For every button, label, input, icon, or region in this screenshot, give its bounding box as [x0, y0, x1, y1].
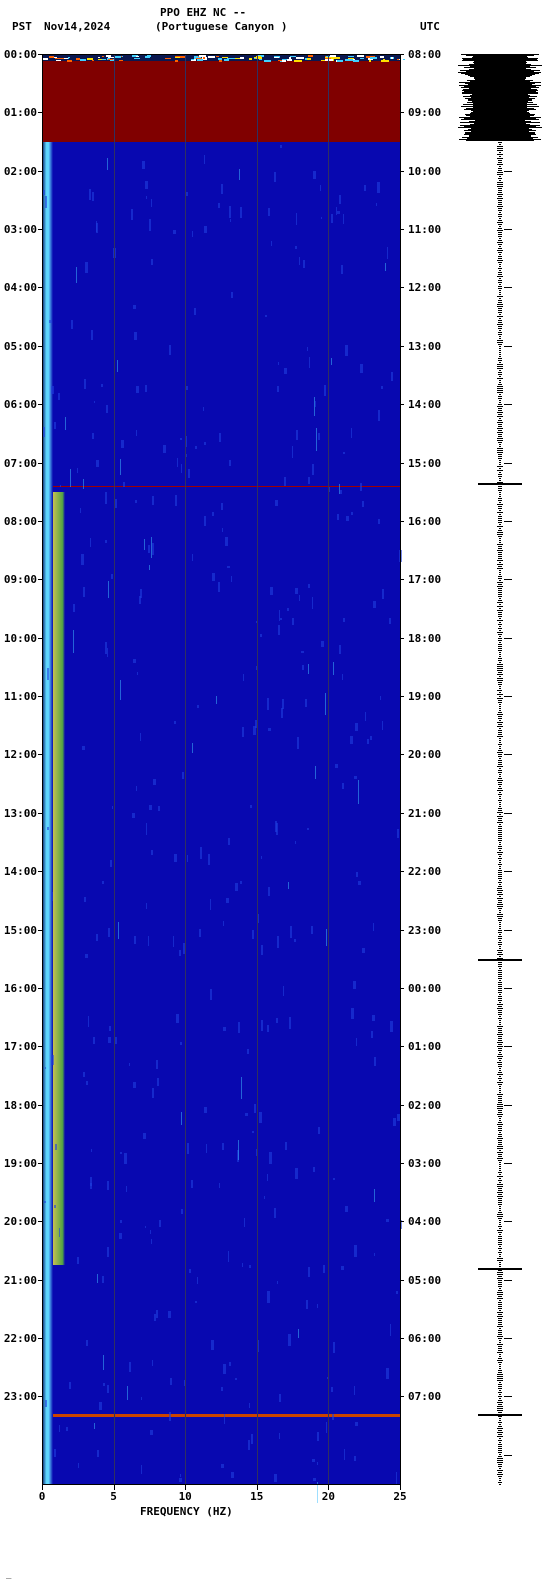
y-tick-right: 17:00: [408, 573, 441, 586]
station-id: PPO EHZ NC --: [160, 6, 246, 19]
y-tick-left: 08:00: [0, 515, 37, 528]
y-tick-left: 05:00: [0, 340, 37, 353]
y-tick-right: 09:00: [408, 106, 441, 119]
station-location: (Portuguese Canyon ): [155, 20, 287, 33]
x-tick: 10: [179, 1490, 192, 1503]
x-tick: 25: [393, 1490, 406, 1503]
y-tick-left: 14:00: [0, 865, 37, 878]
timezone-left: PST: [12, 20, 32, 33]
spectrogram-band: [42, 61, 400, 142]
y-tick-left: 13:00: [0, 807, 37, 820]
low-freq-band: [42, 142, 53, 1484]
y-tick-left: 04:00: [0, 281, 37, 294]
y-tick-left: 02:00: [0, 165, 37, 178]
y-tick-left: 15:00: [0, 924, 37, 937]
spectrogram-page: PPO EHZ NC -- (Portuguese Canyon ) PST N…: [0, 0, 552, 1584]
spectrogram-band: [42, 1414, 400, 1417]
y-tick-right: 20:00: [408, 748, 441, 761]
y-tick-left: 09:00: [0, 573, 37, 586]
y-tick-right: 00:00: [408, 982, 441, 995]
y-tick-left: 19:00: [0, 1157, 37, 1170]
y-tick-right: 07:00: [408, 1390, 441, 1403]
y-tick-left: 03:00: [0, 223, 37, 236]
y-tick-left: 21:00: [0, 1274, 37, 1287]
y-tick-right: 01:00: [408, 1040, 441, 1053]
y-tick-left: 00:00: [0, 48, 37, 61]
y-tick-right: 16:00: [408, 515, 441, 528]
x-tick: 0: [39, 1490, 46, 1503]
date-label: Nov14,2024: [44, 20, 110, 33]
x-axis-label: FREQUENCY (HZ): [140, 1505, 233, 1518]
x-tick: 5: [110, 1490, 117, 1503]
y-tick-left: 23:00: [0, 1390, 37, 1403]
y-tick-left: 11:00: [0, 690, 37, 703]
y-tick-right: 03:00: [408, 1157, 441, 1170]
y-tick-left: 16:00: [0, 982, 37, 995]
y-tick-right: 15:00: [408, 457, 441, 470]
y-tick-left: 07:00: [0, 457, 37, 470]
y-tick-left: 10:00: [0, 632, 37, 645]
x-tick: 15: [250, 1490, 263, 1503]
y-tick-left: 20:00: [0, 1215, 37, 1228]
y-tick-right: 02:00: [408, 1099, 441, 1112]
y-tick-right: 11:00: [408, 223, 441, 236]
y-tick-right: 05:00: [408, 1274, 441, 1287]
x-tick: 20: [322, 1490, 335, 1503]
y-tick-left: 12:00: [0, 748, 37, 761]
y-tick-right: 06:00: [408, 1332, 441, 1345]
y-tick-right: 13:00: [408, 340, 441, 353]
waveform-panel: [455, 54, 545, 1484]
y-tick-right: 18:00: [408, 632, 441, 645]
y-tick-right: 08:00: [408, 48, 441, 61]
y-tick-left: 06:00: [0, 398, 37, 411]
y-tick-right: 10:00: [408, 165, 441, 178]
spectrogram-plot: [42, 54, 400, 1484]
footer-mark: _: [6, 1570, 11, 1580]
y-tick-left: 18:00: [0, 1099, 37, 1112]
y-tick-right: 12:00: [408, 281, 441, 294]
y-tick-right: 04:00: [408, 1215, 441, 1228]
y-tick-right: 14:00: [408, 398, 441, 411]
spectrogram-band: [42, 486, 400, 487]
y-tick-left: 22:00: [0, 1332, 37, 1345]
timezone-right: UTC: [420, 20, 440, 33]
y-tick-right: 21:00: [408, 807, 441, 820]
y-tick-left: 17:00: [0, 1040, 37, 1053]
y-tick-right: 23:00: [408, 924, 441, 937]
y-tick-left: 01:00: [0, 106, 37, 119]
y-tick-right: 22:00: [408, 865, 441, 878]
y-tick-right: 19:00: [408, 690, 441, 703]
